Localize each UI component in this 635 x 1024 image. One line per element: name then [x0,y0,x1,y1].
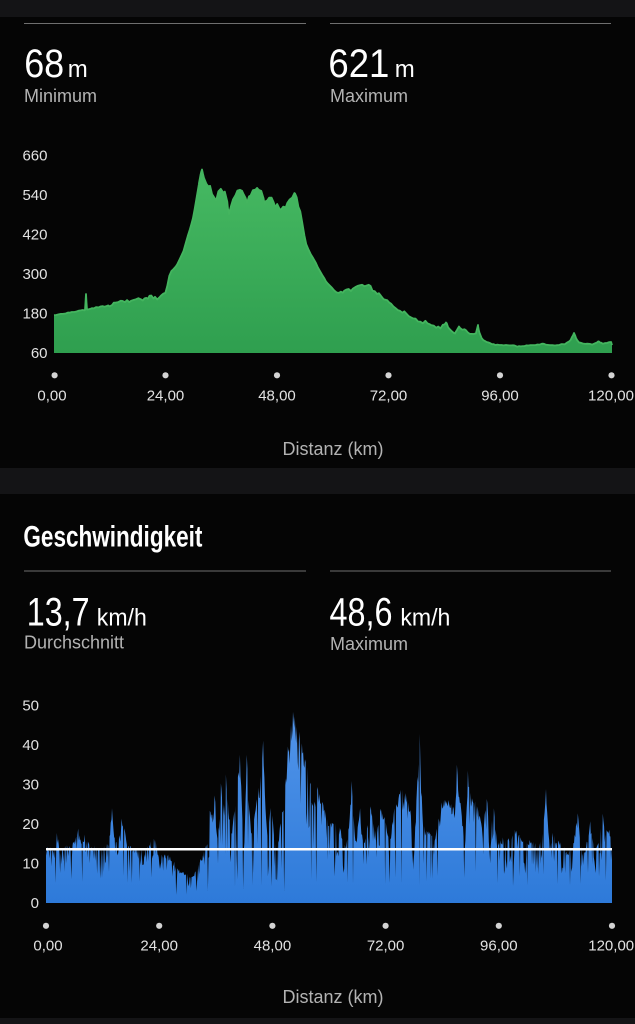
svg-text:0,00: 0,00 [37,387,66,404]
svg-text:300: 300 [22,266,47,283]
svg-text:Durchschnitt: Durchschnitt [24,632,124,652]
svg-text:420: 420 [22,226,47,243]
svg-text:24,00: 24,00 [147,387,185,404]
svg-text:72,00: 72,00 [370,387,408,404]
svg-text:60: 60 [31,345,48,362]
svg-text:Geschwindigkeit: Geschwindigkeit [23,521,202,554]
svg-text:96,00: 96,00 [481,387,519,404]
svg-text:40: 40 [22,737,39,754]
svg-text:48,00: 48,00 [258,387,296,404]
svg-text:50: 50 [22,697,39,714]
svg-text:13,7: 13,7 [27,591,90,635]
svg-text:48,6: 48,6 [330,591,393,635]
svg-text:24,00: 24,00 [140,938,178,955]
svg-text:660: 660 [22,147,47,164]
svg-text:20: 20 [22,816,39,833]
svg-text:120,00: 120,00 [588,387,634,404]
svg-text:540: 540 [22,187,47,204]
svg-text:Maximum: Maximum [330,86,408,106]
svg-text:96,00: 96,00 [480,938,518,955]
svg-text:m: m [395,56,415,83]
svg-text:621: 621 [328,42,389,86]
svg-text:km/h: km/h [97,605,147,632]
svg-text:0,00: 0,00 [33,938,62,955]
svg-text:0: 0 [31,895,39,912]
svg-text:180: 180 [22,305,47,322]
svg-text:10: 10 [22,855,39,872]
svg-text:Maximum: Maximum [330,634,408,654]
svg-text:Distanz (km): Distanz (km) [282,987,383,1007]
svg-text:Minimum: Minimum [24,86,97,106]
svg-text:68: 68 [24,42,64,86]
svg-text:48,00: 48,00 [254,938,292,955]
svg-text:72,00: 72,00 [367,938,405,955]
svg-text:Distanz (km): Distanz (km) [282,439,383,459]
svg-text:120,00: 120,00 [588,938,634,955]
svg-text:m: m [68,56,88,83]
svg-text:30: 30 [22,776,39,793]
svg-text:km/h: km/h [400,605,450,632]
